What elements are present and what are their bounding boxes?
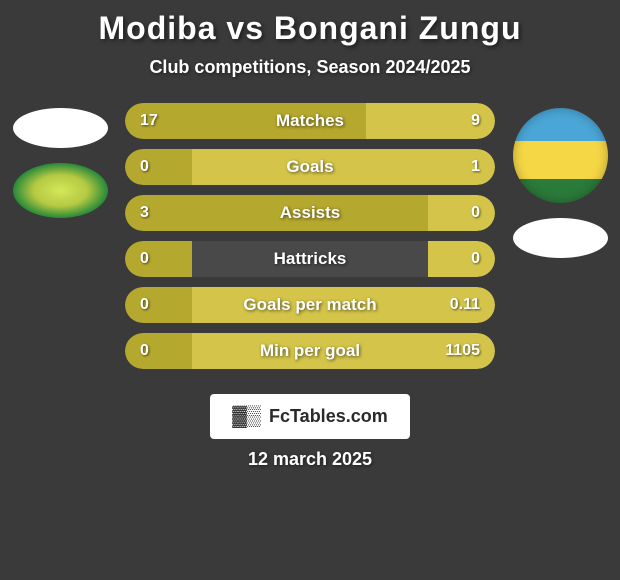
footer-brand-badge: ▓▒ FcTables.com — [210, 394, 410, 439]
right-player-col — [510, 103, 610, 258]
page-title: Modiba vs Bongani Zungu — [0, 10, 620, 47]
stat-bar-left — [125, 287, 192, 323]
stat-value-right: 1105 — [445, 342, 480, 360]
stat-row: 0 1105 Min per goal — [125, 333, 495, 369]
stat-label: Hattricks — [274, 249, 347, 269]
stat-bar-right — [428, 195, 495, 231]
brand-text: FcTables.com — [269, 406, 388, 427]
stat-value-left: 17 — [140, 112, 158, 130]
stat-row: 0 1 Goals — [125, 149, 495, 185]
stat-value-left: 3 — [140, 204, 149, 222]
stat-label: Goals per match — [243, 295, 376, 315]
stat-label: Min per goal — [260, 341, 360, 361]
stat-bar-left — [125, 195, 428, 231]
stat-value-left: 0 — [140, 296, 149, 314]
stat-row: 17 9 Matches — [125, 103, 495, 139]
brand-icon: ▓▒ — [232, 405, 261, 428]
subtitle: Club competitions, Season 2024/2025 — [0, 57, 620, 78]
left-player-avatar — [13, 108, 108, 148]
stat-bar-right — [428, 241, 495, 277]
stat-bar-right — [192, 149, 495, 185]
stat-label: Goals — [286, 157, 333, 177]
stat-value-left: 0 — [140, 158, 149, 176]
stat-value-right: 0 — [471, 250, 480, 268]
left-team-badge — [13, 163, 108, 218]
stat-value-left: 0 — [140, 250, 149, 268]
stat-bar-left — [125, 333, 192, 369]
stat-label: Assists — [280, 203, 340, 223]
right-player-avatar — [513, 108, 608, 203]
stat-row: 0 0.11 Goals per match — [125, 287, 495, 323]
stat-row: 3 0 Assists — [125, 195, 495, 231]
left-player-col — [10, 103, 110, 218]
comparison-area: 17 9 Matches 0 1 Goals 3 0 Assists 0 0 Hattricks 0 0.… — [0, 103, 620, 379]
stat-value-right: 1 — [471, 158, 480, 176]
stat-value-right: 0 — [471, 204, 480, 222]
stat-label: Matches — [276, 111, 344, 131]
stat-value-right: 9 — [471, 112, 480, 130]
stats-column: 17 9 Matches 0 1 Goals 3 0 Assists 0 0 Hattricks 0 0.… — [110, 103, 510, 379]
stat-value-left: 0 — [140, 342, 149, 360]
date-text: 12 march 2025 — [0, 449, 620, 470]
stat-bar-left — [125, 241, 192, 277]
stat-bar-left — [125, 149, 192, 185]
right-team-badge — [513, 218, 608, 258]
stat-row: 0 0 Hattricks — [125, 241, 495, 277]
stat-value-right: 0.11 — [450, 296, 480, 314]
